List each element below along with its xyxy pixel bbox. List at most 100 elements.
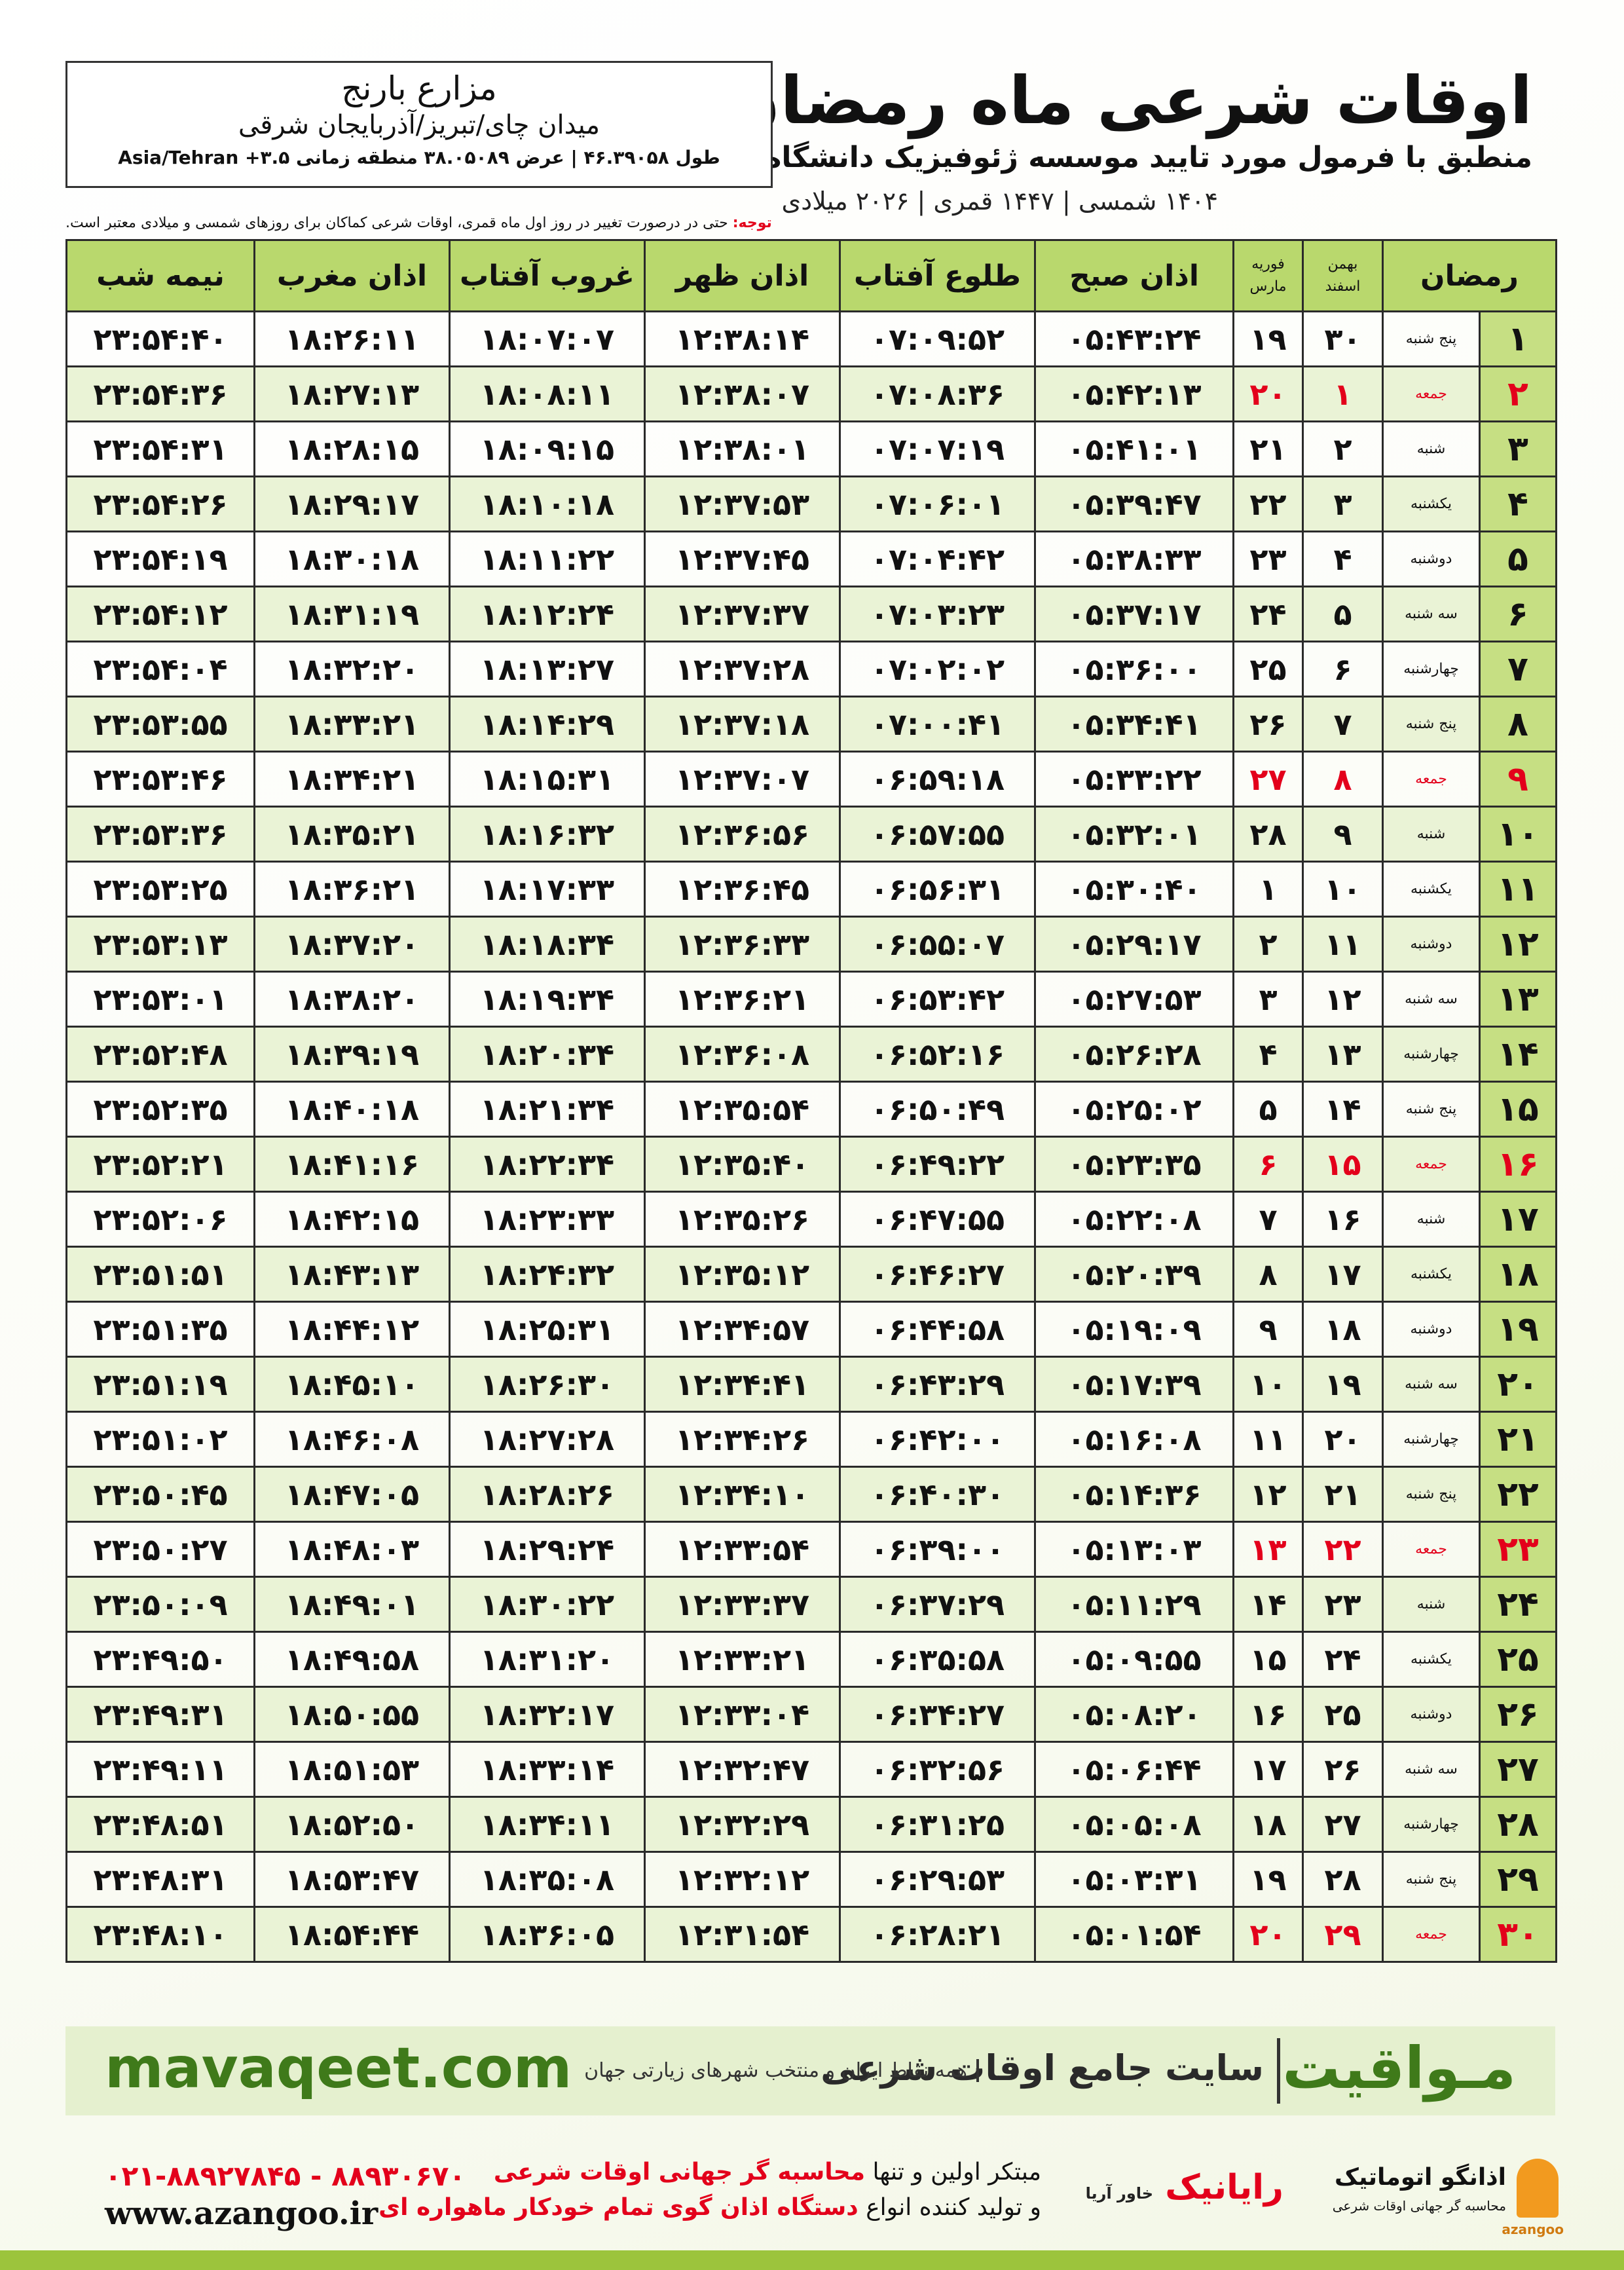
table-cell: ۰۶:۳۹:۰۰	[839, 1521, 1036, 1578]
cell-text: ۰۶:۳۱:۲۵	[870, 1806, 1005, 1842]
table-cell: ۱۸:۰۹:۱۵	[449, 420, 646, 477]
table-row: ۲۲ پنج شنبه ۲۱ ۱۲ ۰۵:۱۴:۳۶ ۰۶:۴۰:۳۰ ۱۲:۳۴:۱۰ ۱۸…	[65, 1466, 1558, 1523]
cell-text: ۲۳:۵۴:۳۱	[93, 431, 228, 467]
table-cell: ۲۳:۵۱:۰۲	[65, 1411, 255, 1468]
cell-text: ۱	[1507, 319, 1528, 359]
cell-text: ۰۵:۰۱:۵۴	[1067, 1916, 1202, 1952]
cell-text: ۱۸	[1249, 1806, 1287, 1842]
prayer-table: رمضان بهمن اسفند فوریه مارس اذان صبح طلوع آ…	[65, 239, 1558, 1963]
table-cell: ۴	[1302, 530, 1384, 587]
cell-text: ۵	[1259, 1091, 1278, 1127]
table-cell: ۰۵:۳۰:۴۰	[1034, 861, 1234, 918]
cell-text: ۱۲:۳۶:۴۵	[674, 871, 810, 907]
logo-rayanik: رایانیک خاور آریا	[1086, 2168, 1283, 2207]
cell-text: ۱۸:۲۷:۱۳	[284, 376, 420, 412]
cell-text: ۱۸:۴۱:۱۶	[284, 1146, 420, 1182]
table-cell: ۱۸:۳۱:۲۰	[449, 1631, 646, 1688]
cell-text: ۱۸:۴۹:۰۱	[284, 1586, 420, 1622]
phone: ۰۲۱-۸۸۹۲۷۸۴۵ - ۸۸۹۳۰۶۷۰	[105, 2160, 466, 2192]
dates: ۱۴۰۴ شمسی | ۱۴۴۷ قمری | ۲۰۲۶ میلادی	[781, 187, 1218, 215]
cell-text: ۱۲:۳۴:۵۷	[674, 1311, 810, 1347]
header-cell: بهمن اسفند	[1302, 239, 1384, 312]
cell-text: ۲۴	[1249, 596, 1287, 632]
table-cell: ۰۶:۴۳:۲۹	[839, 1356, 1036, 1413]
table-cell: ۱۶	[1232, 1686, 1304, 1743]
cell-text: ۲۸	[1497, 1804, 1539, 1844]
cell-text: ۱۸:۳۰:۲۲	[479, 1586, 615, 1622]
table-cell: ۱۲:۳۵:۴۰	[644, 1136, 841, 1193]
table-cell: ۱۲:۳۷:۵۳	[644, 475, 841, 532]
cell-text: ۲۴	[1497, 1584, 1539, 1624]
cell-text: ۱۸:۳۴:۲۱	[284, 761, 420, 797]
table-cell: ۱۹	[1232, 310, 1304, 367]
table-cell: ۱۶	[1479, 1136, 1558, 1193]
cell-text: ۰۶:۴۶:۲۷	[870, 1256, 1005, 1292]
cell-text: ۲۷	[1249, 761, 1287, 797]
table-cell: ۱۸:۳۰:۲۲	[449, 1576, 646, 1633]
cell-text: دوشنبه	[1410, 1321, 1452, 1337]
cell-text: ۲۳:۵۲:۴۸	[93, 1036, 228, 1072]
cell-text: ۰۶:۴۰:۳۰	[870, 1476, 1005, 1512]
table-cell: ۲۳:۵۰:۲۷	[65, 1521, 255, 1578]
cell-text: ۰۵:۰۵:۰۸	[1067, 1806, 1202, 1842]
table-cell: ۲۳:۵۴:۱۹	[65, 530, 255, 587]
table-cell: ۲۳:۵۳:۴۶	[65, 751, 255, 808]
table-cell: ۱۳	[1232, 1521, 1304, 1578]
cell-text: ۲۵	[1249, 651, 1287, 687]
table-cell: چهارشنبه	[1381, 1796, 1481, 1853]
cell-text: ۱۲:۳۲:۲۹	[674, 1806, 810, 1842]
cell-text: ۴	[1507, 484, 1528, 524]
table-cell: ۲۵	[1232, 641, 1304, 698]
table-cell: ۲۶	[1302, 1741, 1384, 1798]
table-cell: ۷	[1479, 641, 1558, 698]
cell-text: ۱۸:۳۶:۰۵	[479, 1916, 615, 1952]
table-cell: ۰۶:۵۰:۴۹	[839, 1081, 1036, 1138]
table-cell: پنج شنبه	[1381, 1466, 1481, 1523]
table-cell: ۱۲:۳۲:۱۲	[644, 1851, 841, 1908]
table-cell: ۲۷	[1479, 1741, 1558, 1798]
table-cell: ۰۵:۳۶:۰۰	[1034, 641, 1234, 698]
table-cell: ۰۶:۴۹:۲۲	[839, 1136, 1036, 1193]
table-cell: ۰۶:۵۹:۱۸	[839, 751, 1036, 808]
cell-text: ۱۷	[1324, 1256, 1361, 1292]
cell-text: ۰۵:۱۴:۳۶	[1067, 1476, 1202, 1512]
table-cell: ۱۸:۴۴:۱۲	[253, 1301, 451, 1358]
table-cell: ۱۸:۲۶:۳۰	[449, 1356, 646, 1413]
table-row: ۲۷ سه شنبه ۲۶ ۱۷ ۰۵:۰۶:۴۴ ۰۶:۳۲:۵۶ ۱۲:۳۲:۴۷ ۱۸:…	[65, 1741, 1558, 1798]
table-cell: ۲۳:۵۱:۱۹	[65, 1356, 255, 1413]
table-cell: ۱۸:۳۴:۲۱	[253, 751, 451, 808]
table-cell: ۱۲:۳۳:۵۴	[644, 1521, 841, 1578]
cell-text: ۰۶:۴۲:۰۰	[870, 1421, 1005, 1457]
table-cell: شنبه	[1381, 1191, 1481, 1248]
table-cell: ۱۲:۳۷:۳۷	[644, 586, 841, 642]
cell-text: ۲۳:۵۱:۳۵	[93, 1311, 228, 1347]
table-cell: ۱۲:۳۸:۱۴	[644, 310, 841, 367]
cell-text: ۲۳:۴۹:۱۱	[93, 1751, 228, 1787]
banner-url: mavaqeet.com	[105, 2036, 572, 2101]
table-cell: ۰۶:۳۴:۲۷	[839, 1686, 1036, 1743]
table-cell: پنج شنبه	[1381, 696, 1481, 753]
cell-text: پنج شنبه	[1405, 331, 1457, 347]
cell-text: ۱۸:۰۸:۱۱	[479, 376, 615, 412]
table-cell: ۰۶:۲۸:۲۱	[839, 1906, 1036, 1963]
cell-text: ۱۸:۳۱:۱۹	[284, 596, 420, 632]
cell-text: ۱۲:۳۲:۴۷	[674, 1751, 810, 1787]
table-cell: ۰۵:۱۶:۰۸	[1034, 1411, 1234, 1468]
table-cell: ۱۴	[1302, 1081, 1384, 1138]
cell-text: ۰۶:۴۷:۵۵	[870, 1201, 1005, 1237]
cell-text: ۱۸:۳۵:۰۸	[479, 1861, 615, 1897]
cell-text: ۰۵:۳۲:۰۱	[1067, 816, 1202, 852]
cell-text: جمعه	[1415, 1541, 1447, 1557]
table-cell: ۱۲:۳۵:۵۴	[644, 1081, 841, 1138]
cell-text: ۱۲:۳۴:۲۶	[674, 1421, 810, 1457]
table-cell: ۱۸:۰۸:۱۱	[449, 365, 646, 422]
table-cell: ۰۵:۰۹:۵۵	[1034, 1631, 1234, 1688]
cell-text: ۰۷:۰۴:۴۲	[870, 541, 1005, 577]
web: www.azangoo.ir	[105, 2195, 378, 2232]
table-cell: ۱	[1479, 310, 1558, 367]
cell-text: ۲	[1507, 374, 1528, 414]
table-cell: ۲۳:۴۸:۵۱	[65, 1796, 255, 1853]
cell-text: ۰۶:۵۳:۴۲	[870, 981, 1005, 1017]
table-cell: ۲۳:۵۴:۱۲	[65, 586, 255, 642]
cell-text: ۰۶:۴۳:۲۹	[870, 1366, 1005, 1402]
